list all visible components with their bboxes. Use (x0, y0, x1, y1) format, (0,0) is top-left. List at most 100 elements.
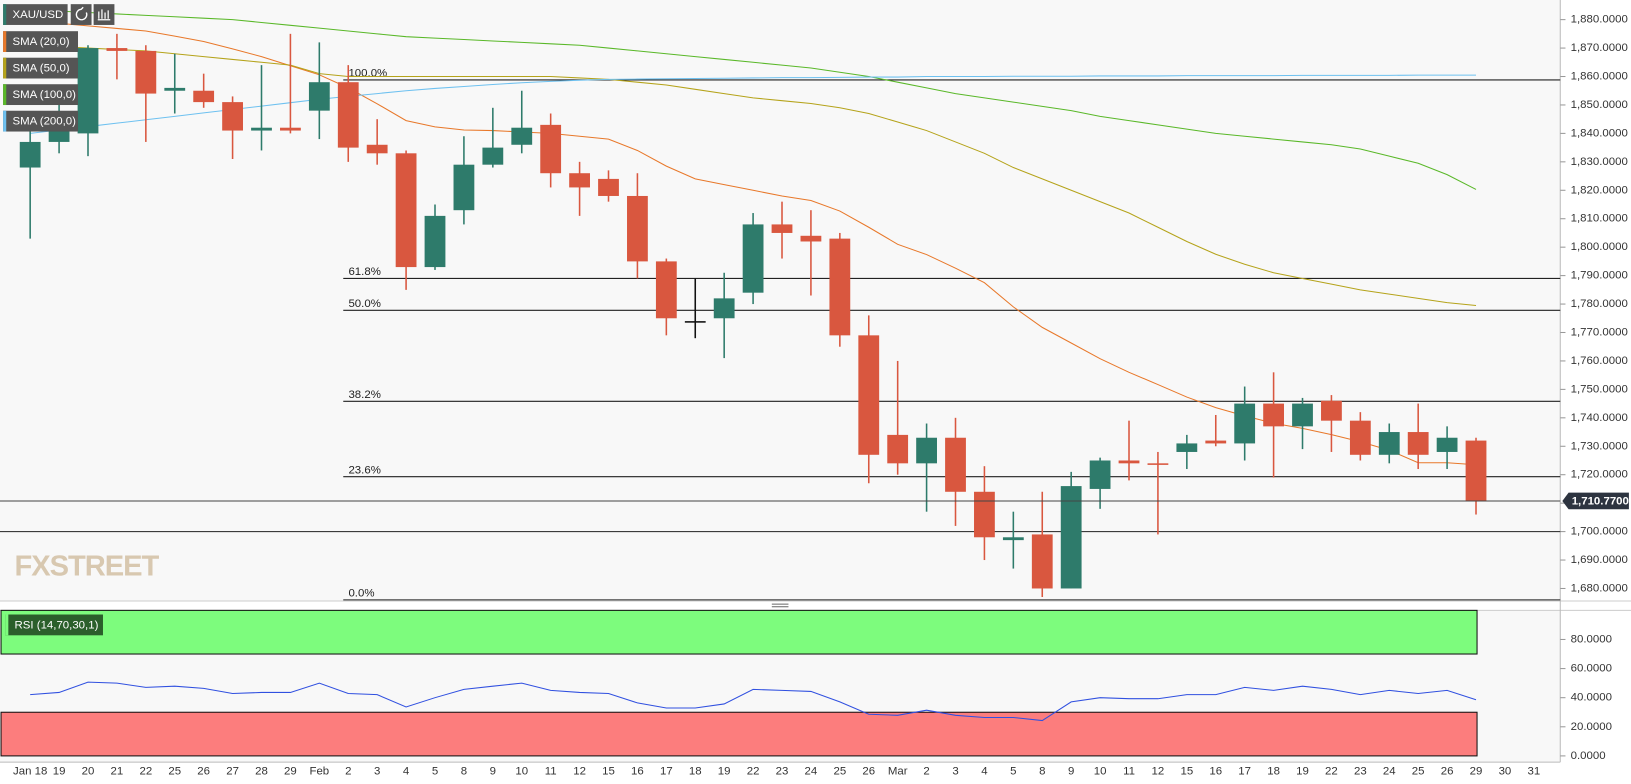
y-tick-label: 1,750.0000 (1571, 383, 1628, 395)
sma-line (30, 9, 1477, 190)
y-tick-label: 1,720.0000 (1571, 469, 1628, 481)
x-tick-label: 22 (139, 766, 152, 778)
x-tick-label: 10 (1094, 766, 1107, 778)
x-tick-label: 21 (111, 766, 124, 778)
y-tick-label: 60.0000 (1571, 663, 1612, 675)
candle-body (1118, 460, 1140, 464)
candle-body (511, 127, 533, 145)
candle-body (742, 224, 764, 293)
candle-body (135, 50, 157, 94)
x-tick-label: 25 (1412, 766, 1425, 778)
candle-body (684, 321, 706, 323)
legend-box (3, 31, 79, 52)
rsi-line (30, 681, 1477, 722)
candle-body (1031, 534, 1053, 589)
candle-body (453, 164, 475, 211)
x-tick-label: 12 (573, 766, 586, 778)
candle-body (1378, 432, 1400, 455)
x-tick-label: 23 (776, 766, 789, 778)
fib-label: 61.8% (348, 266, 380, 278)
candle-body (1234, 403, 1256, 444)
x-tick-label: 20 (82, 766, 95, 778)
x-tick-label: 4 (403, 766, 410, 778)
legend-swatch (3, 84, 7, 106)
candle-body (395, 153, 417, 268)
fib-label: 23.6% (348, 464, 380, 476)
y-tick-label: 1,780.0000 (1571, 298, 1628, 310)
x-tick-label: 19 (53, 766, 66, 778)
candle-body (222, 102, 243, 131)
legend-label: RSI (14,70,30,1) (15, 619, 99, 631)
legend-swatch (3, 31, 7, 52)
candle-body (627, 195, 648, 262)
chart-title: XAU/USD (12, 9, 63, 21)
legend-swatch (3, 110, 7, 132)
candle-body (1147, 463, 1169, 465)
x-tick-label: 22 (1325, 766, 1338, 778)
candle-body (858, 335, 880, 455)
candle-body (569, 173, 590, 188)
settings-button[interactable] (93, 4, 115, 25)
y-tick-label: 1,790.0000 (1571, 270, 1628, 282)
legend-swatch (3, 57, 7, 79)
candle-body (1436, 437, 1458, 452)
candle-body (106, 48, 128, 51)
legend-box (5, 614, 103, 636)
candle-body (1349, 420, 1371, 455)
x-tick-label: 29 (284, 766, 297, 778)
y-tick-label: 1,690.0000 (1571, 554, 1628, 566)
legend-box (3, 84, 79, 106)
sma-line (30, 44, 1477, 306)
candle-body (193, 90, 215, 103)
rsi-zone (0, 711, 1478, 757)
y-tick-label: 1,770.0000 (1571, 327, 1628, 339)
y-tick-label: 1,760.0000 (1571, 355, 1628, 367)
x-tick-label: 2 (345, 766, 351, 778)
x-tick-label: 19 (1296, 766, 1309, 778)
x-tick-label: 9 (490, 766, 496, 778)
candle-body (308, 82, 330, 111)
x-tick-label: 29 (1470, 766, 1483, 778)
x-tick-label: 11 (545, 766, 557, 778)
legend-label: SMA (50,0) (12, 63, 69, 75)
legend-box (3, 110, 79, 132)
y-tick-label: 1,820.0000 (1571, 184, 1628, 196)
candle-body (829, 238, 851, 336)
refresh-button[interactable] (70, 4, 92, 25)
x-tick-label: 2 (923, 766, 929, 778)
x-tick-label: 5 (1010, 766, 1016, 778)
candle-body (655, 261, 677, 319)
candle-body (598, 178, 619, 196)
x-tick-label: 15 (1180, 766, 1193, 778)
candle-body (1089, 460, 1111, 489)
candle-body (77, 48, 99, 134)
fib-label: 0.0% (348, 588, 374, 600)
candle-body (713, 298, 735, 319)
y-tick-label: 1,840.0000 (1571, 127, 1628, 139)
fib-label: 38.2% (348, 389, 380, 401)
candle-body (19, 141, 41, 168)
x-tick-label: 16 (631, 766, 644, 778)
x-tick-label: 5 (432, 766, 438, 778)
x-tick-label: 23 (1354, 766, 1367, 778)
y-tick-label: 1,810.0000 (1571, 213, 1628, 225)
x-tick-label: 24 (1383, 766, 1396, 778)
y-tick-label: 0.0000 (1571, 750, 1606, 762)
candle-body (945, 437, 966, 492)
x-tick-label: 27 (226, 766, 239, 778)
x-tick-label: 15 (602, 766, 615, 778)
refresh-icon (75, 6, 88, 21)
last-price-label: 1,710.7700 (1572, 496, 1629, 508)
y-tick-label: 1,880.0000 (1571, 14, 1628, 26)
y-tick-label: 1,860.0000 (1571, 71, 1628, 83)
price-pane (0, 0, 1560, 601)
candle-body (887, 434, 909, 464)
sma-line (30, 74, 1477, 134)
candle-body (1407, 432, 1429, 455)
candle-body (1292, 403, 1313, 427)
candle-body (482, 147, 504, 165)
plot-content: FXSTREET 1,680.0000 1,690.0000 1,700.0000 1,… (0, 9, 1629, 778)
x-tick-label: 4 (981, 766, 988, 778)
